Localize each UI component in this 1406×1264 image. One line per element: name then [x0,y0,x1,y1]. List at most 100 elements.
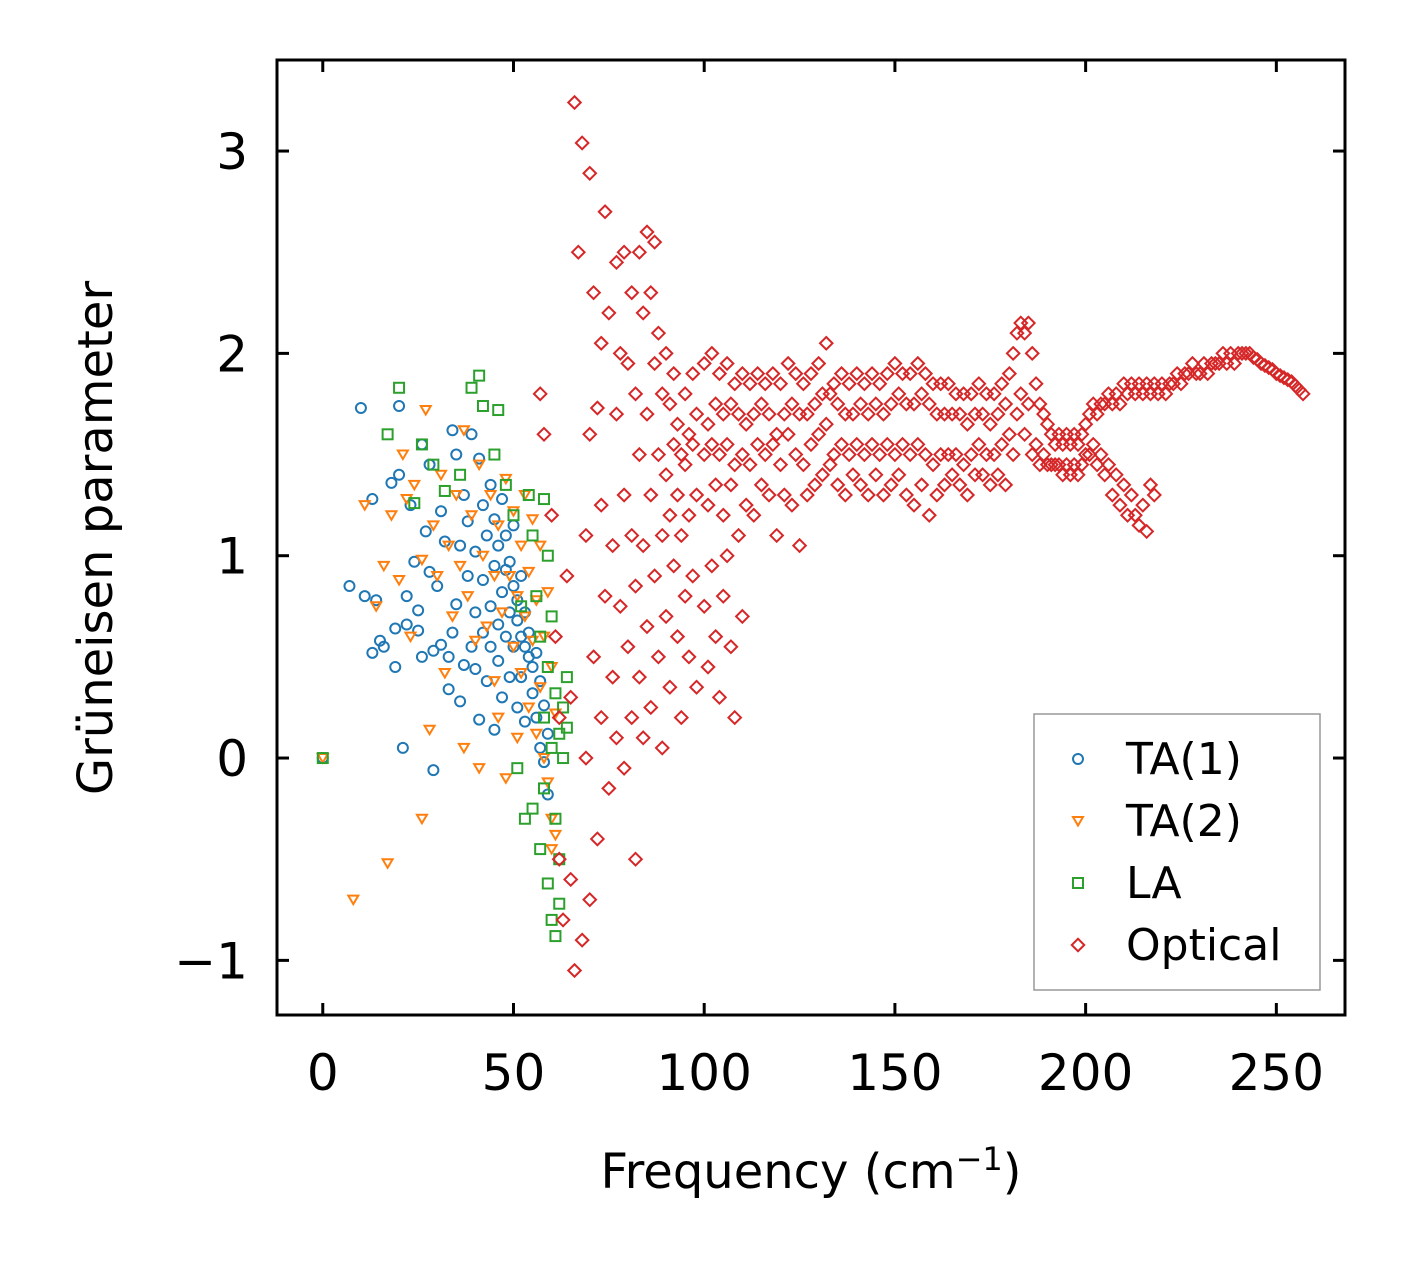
data-point [476,626,489,639]
data-point [534,741,547,754]
data-point [369,601,383,613]
data-point [377,640,390,653]
data-point [608,254,625,270]
data-point [484,600,497,613]
data-point [465,640,478,653]
data-point [818,416,834,432]
data-point [982,477,998,493]
y-tick-label: 0 [216,730,248,788]
data-point [548,829,563,842]
data-point [1036,406,1052,422]
y-tick-label: 1 [216,528,248,586]
data-point [715,406,731,422]
data-point [994,436,1010,453]
data-point [646,355,663,372]
data-point [438,668,452,680]
data-point [522,489,535,502]
data-point [715,588,731,604]
data-point [1024,446,1040,463]
data-point [499,529,512,542]
data-point [450,598,463,611]
data-point [589,831,606,847]
data-point [1177,365,1193,382]
data-point [666,558,682,574]
data-point [772,376,789,392]
data-point [982,416,998,432]
data-point [499,478,512,491]
data-point [1173,376,1189,392]
data-point [624,709,640,726]
data-point [681,649,697,665]
data-point [673,446,689,463]
data-point [631,669,648,685]
data-point [1016,426,1033,442]
data-point [723,396,739,412]
data-point [990,467,1006,483]
data-point [700,416,716,432]
data-point [620,639,636,655]
data-point [1001,365,1018,382]
data-point [551,709,567,726]
data-point [650,325,667,341]
data-point [514,540,528,553]
data-point [476,399,489,412]
data-point [578,527,594,544]
data-point [879,365,895,382]
data-point [769,527,785,544]
data-point [492,654,505,667]
data-point [393,381,406,394]
data-point [624,527,640,544]
data-point [700,497,716,513]
plot-frame [275,58,1347,1017]
data-point [597,588,613,604]
data-point [408,497,421,510]
data-point [1116,477,1132,493]
data-point [357,500,372,512]
data-point [385,476,398,489]
data-point [894,436,911,453]
data-point [445,611,460,623]
data-point [1253,355,1269,372]
series-optical [532,94,1311,979]
data-point [917,446,934,463]
data-point [1013,386,1029,402]
data-point [434,469,448,482]
legend-marker [1071,816,1085,828]
data-point [515,569,528,582]
data-point [585,649,602,665]
data-point [521,702,536,714]
data-point [1188,365,1204,382]
data-point [1135,497,1151,513]
data-point [715,507,731,523]
data-point [536,426,552,442]
data-point [1093,446,1109,463]
data-point [601,305,617,321]
data-point [662,396,678,412]
data-point [488,559,501,572]
data-point [495,607,509,619]
data-point [734,446,751,463]
data-point [589,400,606,416]
data-point [971,436,987,453]
data-point [612,598,628,614]
data-point [711,446,728,463]
data-point [396,449,410,462]
y-tick-label: 3 [216,123,248,181]
data-point [469,663,482,676]
data-point [696,598,712,614]
data-point [1024,345,1040,362]
data-point [707,477,724,493]
data-point [662,679,678,695]
data-point [1142,477,1159,493]
data-point [574,135,590,151]
data-point [803,436,819,453]
data-point [400,618,413,631]
data-point [461,569,474,582]
data-point [480,621,494,633]
data-point [612,345,628,362]
data-point [1108,386,1124,402]
data-point [650,446,667,463]
data-point [530,711,543,724]
data-point [545,741,558,754]
data-point [616,760,632,776]
